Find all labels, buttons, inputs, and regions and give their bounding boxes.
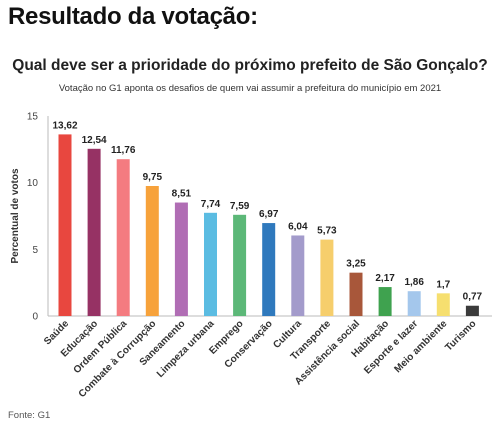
bar	[291, 235, 305, 316]
data-label: 2,17	[375, 273, 395, 284]
data-label: 12,54	[82, 135, 107, 146]
data-label: 9,75	[143, 172, 163, 183]
y-axis-title: Percentual de votos	[10, 168, 21, 263]
bar	[87, 148, 101, 316]
data-label: 7,59	[230, 201, 250, 212]
y-tick-label: 10	[27, 178, 39, 189]
chart-title: Qual deve ser a prioridade do próximo pr…	[12, 57, 488, 74]
bar	[378, 287, 392, 316]
y-tick-label: 5	[32, 245, 38, 256]
data-label: 13,62	[52, 120, 77, 131]
x-tick-label: Meio ambiente	[393, 318, 450, 375]
y-tick-label: 15	[27, 112, 39, 123]
data-label: 11,76	[111, 145, 136, 156]
bar	[465, 305, 479, 316]
bar	[204, 212, 217, 316]
source-note: Fonte: G1	[8, 410, 51, 421]
data-label: 3,25	[346, 259, 366, 270]
data-label: 6,04	[288, 221, 308, 232]
bar	[174, 202, 188, 316]
bar	[320, 239, 334, 316]
data-label: 8,51	[172, 189, 192, 200]
bar	[349, 272, 363, 316]
bar	[116, 159, 130, 316]
bar	[262, 223, 276, 316]
data-label: 1,7	[436, 279, 450, 290]
data-label: 5,73	[317, 226, 337, 237]
data-label: 6,97	[259, 209, 279, 220]
bar	[407, 291, 421, 316]
data-label: 0,77	[463, 292, 483, 303]
y-tick-label: 0	[32, 312, 38, 323]
data-label: 1,86	[404, 277, 424, 288]
bar	[233, 214, 247, 316]
chart-subtitle: Votação no G1 aponta os desafios de quem…	[58, 83, 442, 94]
data-label: 7,74	[201, 199, 221, 210]
bar	[58, 134, 72, 316]
page-title: Resultado da votação:	[8, 3, 258, 30]
x-tick-label: Turismo	[443, 318, 478, 353]
bar	[145, 186, 159, 316]
bar	[436, 293, 450, 316]
